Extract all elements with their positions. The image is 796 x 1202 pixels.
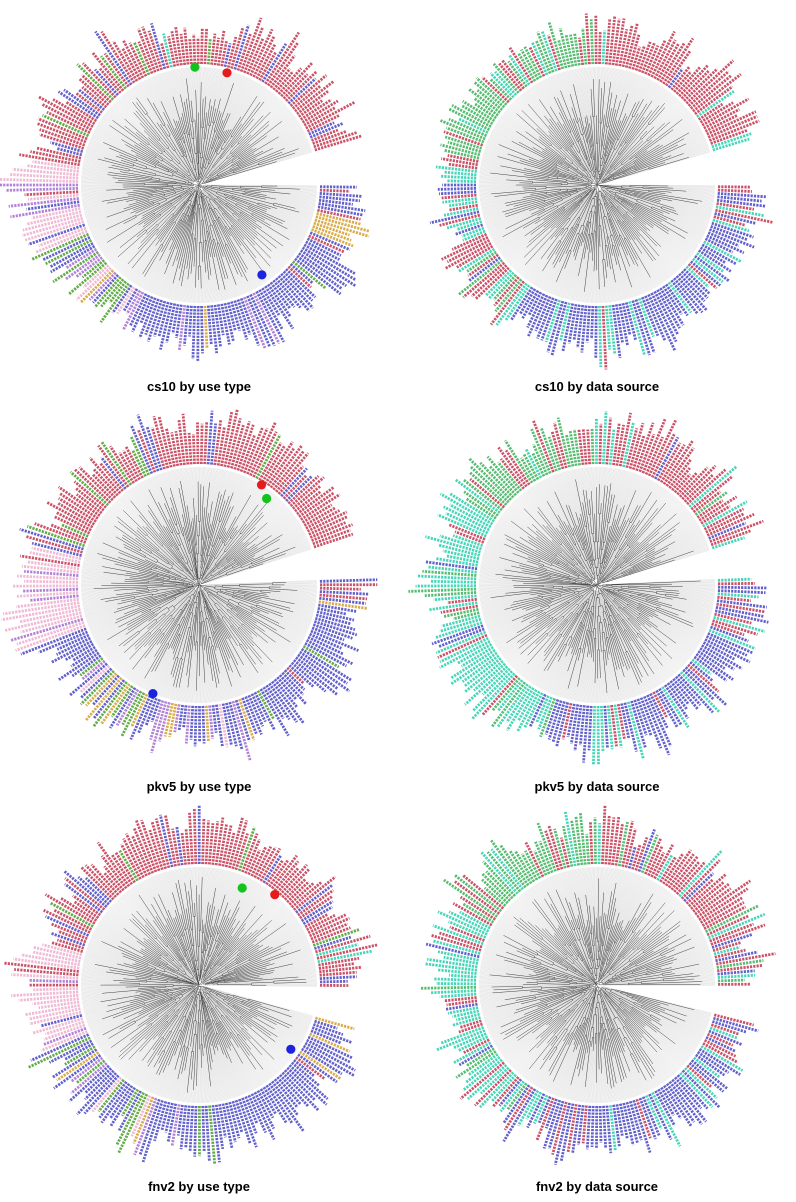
panel-caption: pkv5 by use type <box>146 779 252 794</box>
panel-caption: cs10 by data source <box>534 379 660 394</box>
circular-tree-svg <box>420 805 776 1166</box>
circular-dendrogram <box>0 400 398 778</box>
tip-labels-blue <box>425 436 769 763</box>
tip-labels-red <box>431 805 776 1155</box>
marker-dot-red <box>256 480 267 490</box>
branches <box>490 78 703 292</box>
panel-caption: cs10 by use type <box>146 379 252 394</box>
circular-tree-svg <box>408 410 769 765</box>
circular-tree-svg <box>429 13 774 370</box>
circular-tree-svg <box>3 804 379 1165</box>
circular-tree-svg <box>1 408 378 761</box>
marker-dot-red <box>222 68 232 78</box>
tip-labels-blue <box>19 410 378 750</box>
tip-labels-sgreen <box>408 417 728 738</box>
gray-fan <box>478 866 716 1104</box>
tip-labels-red <box>3 808 379 1080</box>
marker-dot-green <box>190 62 200 72</box>
tip-labels-violet <box>9 570 252 761</box>
panel-caption: fnv2 by use type <box>148 1179 250 1194</box>
tip-labels-orange <box>79 212 370 349</box>
branches <box>97 78 300 290</box>
tip-labels-pink <box>0 160 136 315</box>
panel-caption: fnv2 by data source <box>535 1179 659 1194</box>
tip-labels-sgreen <box>420 811 764 1111</box>
tip-labels-orange <box>85 600 368 742</box>
tip-labels-violet <box>29 979 181 1156</box>
tip-labels-pink <box>11 943 152 1137</box>
tip-labels-pink <box>1 546 229 748</box>
tip-labels-red <box>19 408 378 685</box>
panel-cs10-use-type: cs10 by use type <box>0 0 398 400</box>
tip-labels-sgreen <box>439 19 595 313</box>
tip-labels-red <box>439 13 774 370</box>
tip-labels-green <box>27 826 360 1165</box>
circular-dendrogram <box>0 800 398 1178</box>
branches <box>490 479 701 693</box>
panel-fnv2-use-type: fnv2 by use type <box>0 800 398 1202</box>
marker-dot-green <box>262 493 272 504</box>
branches <box>489 878 703 1089</box>
panel-fnv2-data-source: fnv2 by data source <box>398 800 796 1202</box>
tip-labels-orange <box>56 1016 355 1144</box>
tip-labels-teal <box>162 33 173 68</box>
marker-dot-red <box>270 890 280 900</box>
tip-labels-blue <box>425 829 759 1166</box>
marker-dot-blue <box>148 689 158 699</box>
panel-cs10-data-source: cs10 by data source <box>398 0 796 400</box>
marker-dot-green <box>237 883 247 893</box>
panel-pkv5-use-type: pkv5 by use type <box>0 400 398 800</box>
tip-labels-teal <box>425 811 766 1151</box>
circular-dendrogram <box>398 400 796 778</box>
tip-labels-blue <box>30 804 357 1163</box>
circular-tree-svg <box>0 17 370 361</box>
marker-dot-blue <box>257 270 267 280</box>
gray-fan <box>80 66 318 304</box>
circular-dendrogram <box>0 0 398 378</box>
panel-pkv5-data-source: pkv5 by data source <box>398 400 796 800</box>
branches <box>93 480 298 691</box>
circular-dendrogram <box>398 0 796 378</box>
tip-labels-red <box>437 412 766 747</box>
tip-labels-teal <box>315 943 373 964</box>
tip-labels-green <box>31 38 327 324</box>
tip-labels-red <box>19 17 363 289</box>
tip-labels-violet <box>0 183 281 351</box>
circular-dendrogram <box>398 800 796 1178</box>
branches <box>94 877 307 1093</box>
tip-labels-blue <box>429 67 766 359</box>
tip-labels-blue <box>26 22 366 361</box>
tip-labels-teal <box>435 30 765 368</box>
tip-labels-teal <box>415 410 766 765</box>
panel-caption: pkv5 by data source <box>534 779 660 794</box>
tip-labels-green <box>26 434 340 737</box>
marker-dot-blue <box>286 1044 296 1054</box>
